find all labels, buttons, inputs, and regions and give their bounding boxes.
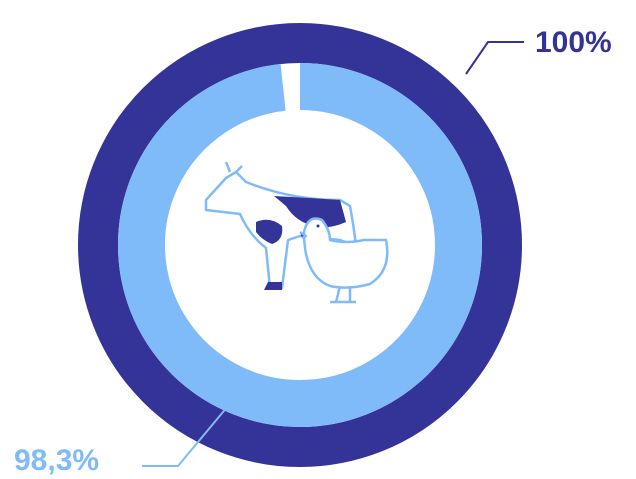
value-label: 100% (535, 26, 612, 59)
leader-lines (142, 41, 524, 467)
ring (78, 23, 522, 467)
animal-icon (204, 161, 389, 304)
value-label: 98,3% (14, 444, 99, 477)
ring (118, 63, 482, 427)
